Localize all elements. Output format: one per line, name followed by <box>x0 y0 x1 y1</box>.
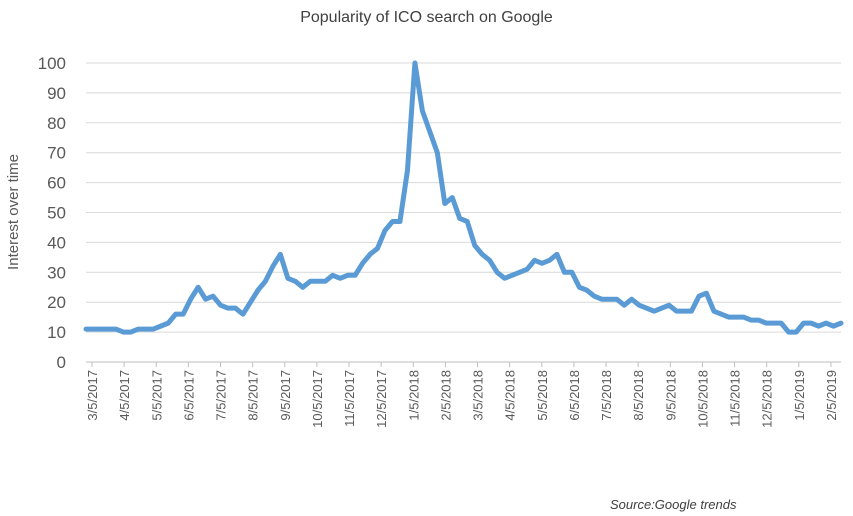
gridlines <box>86 62 841 333</box>
x-tick-label: 3/5/2018 <box>471 370 486 421</box>
x-tick-label: 2/5/2018 <box>438 370 453 421</box>
x-tick-label: 10/5/2017 <box>310 370 325 428</box>
y-axis-label: Interest over time <box>5 154 22 270</box>
x-tick-label: 10/5/2018 <box>695 370 710 428</box>
series-layer <box>83 60 844 335</box>
x-tick-label: 6/5/2017 <box>181 370 196 421</box>
y-tick-labels: 0 10 20 30 40 50 60 70 80 90 100 <box>38 54 66 372</box>
x-tick-label: 11/5/2018 <box>728 370 743 427</box>
x-tick-label: 7/5/2017 <box>214 370 229 421</box>
x-tick-label: 8/5/2018 <box>631 370 646 421</box>
x-tick-label: 6/5/2018 <box>567 370 582 421</box>
y-tick-label: 90 <box>47 84 66 103</box>
x-tick-label: 3/5/2017 <box>85 370 100 421</box>
y-tick-label: 0 <box>57 353 66 372</box>
x-tick-label: 4/5/2017 <box>117 370 132 421</box>
x-tick-label: 4/5/2018 <box>503 370 518 421</box>
x-tick-label: 12/5/2018 <box>760 370 775 428</box>
x-tick-label: 1/5/2019 <box>792 370 807 421</box>
x-tick-label: 8/5/2017 <box>246 370 261 421</box>
chart-title: Popularity of ICO search on Google <box>300 9 553 26</box>
y-tick-label: 60 <box>47 174 66 193</box>
y-tick-label: 50 <box>47 204 66 223</box>
x-tick-label: 5/5/2017 <box>149 370 164 421</box>
axes <box>86 361 841 367</box>
y-tick-label: 100 <box>38 54 66 73</box>
y-tick-label: 30 <box>47 263 66 282</box>
x-tick-label: 11/5/2017 <box>342 370 357 427</box>
x-tick-labels: 3/5/2017 4/5/2017 5/5/2017 6/5/2017 7/5/2017… <box>85 370 839 428</box>
x-tick-label: 9/5/2018 <box>663 370 678 421</box>
source-note: Source:Google trends <box>610 497 737 512</box>
x-tick-label: 9/5/2017 <box>278 370 293 421</box>
y-tick-label: 40 <box>47 233 66 252</box>
x-tick-label: 5/5/2018 <box>535 370 550 421</box>
x-tick-label: 12/5/2017 <box>374 370 389 428</box>
y-tick-label: 10 <box>47 323 66 342</box>
y-tick-label: 80 <box>47 114 66 133</box>
x-tick-label: 2/5/2019 <box>824 370 839 421</box>
series-line <box>83 60 844 335</box>
x-tick-label: 7/5/2018 <box>599 370 614 421</box>
y-tick-label: 20 <box>47 293 66 312</box>
x-tick-label: 1/5/2018 <box>406 370 421 421</box>
y-tick-label: 70 <box>47 144 66 163</box>
